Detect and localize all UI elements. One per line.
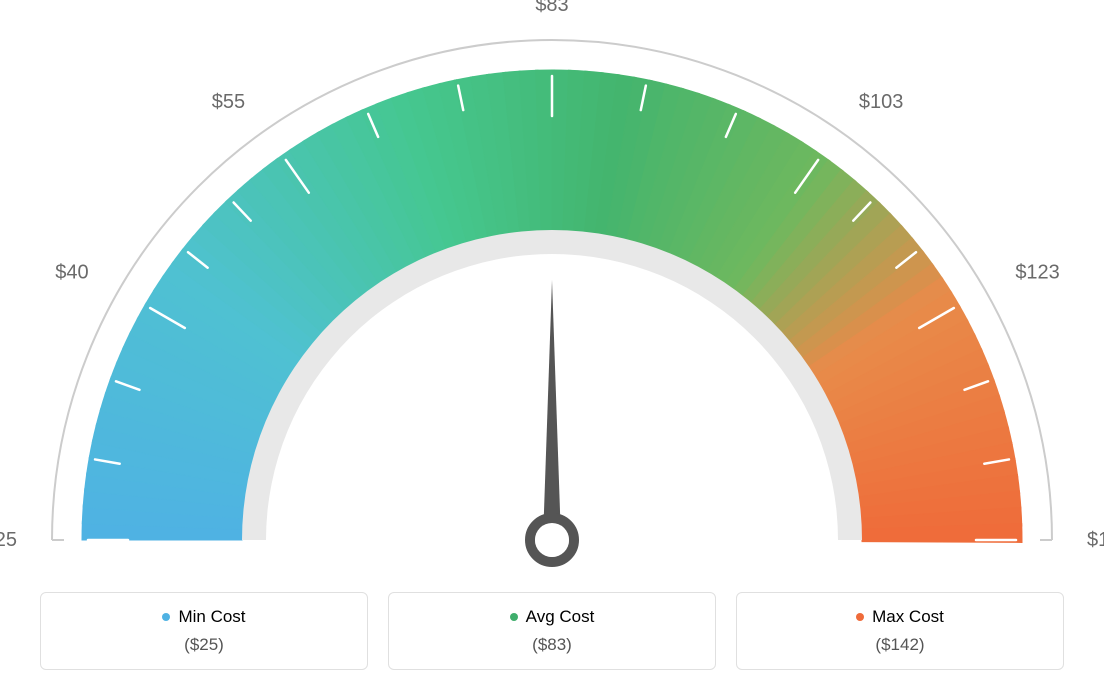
legend-label-avg: Avg Cost (526, 607, 595, 627)
cost-gauge-container: $25 $40 $55 $83 $103 $123 $142 Min Cost ($25) … (0, 0, 1104, 690)
svg-text:$142: $142 (1087, 529, 1104, 551)
svg-text:$55: $55 (212, 91, 245, 113)
legend-box-min: Min Cost ($25) (40, 592, 368, 670)
legend-box-max: Max Cost ($142) (736, 592, 1064, 670)
svg-text:$40: $40 (55, 262, 88, 284)
svg-text:$25: $25 (0, 529, 17, 551)
legend-title-min: Min Cost (162, 607, 245, 627)
legend-box-avg: Avg Cost ($83) (388, 592, 716, 670)
legend-value-max: ($142) (747, 635, 1053, 655)
legend-value-min: ($25) (51, 635, 357, 655)
dot-icon (510, 613, 518, 621)
legend-title-max: Max Cost (856, 607, 944, 627)
cost-gauge-chart: $25 $40 $55 $83 $103 $123 $142 (0, 0, 1104, 580)
svg-text:$83: $83 (535, 0, 568, 16)
dot-icon (162, 613, 170, 621)
legend-title-avg: Avg Cost (510, 607, 595, 627)
svg-text:$103: $103 (859, 91, 904, 113)
legend-value-avg: ($83) (399, 635, 705, 655)
dot-icon (856, 613, 864, 621)
legend-row: Min Cost ($25) Avg Cost ($83) Max Cost (… (40, 592, 1064, 670)
svg-text:$123: $123 (1015, 262, 1060, 284)
legend-label-min: Min Cost (178, 607, 245, 627)
legend-label-max: Max Cost (872, 607, 944, 627)
